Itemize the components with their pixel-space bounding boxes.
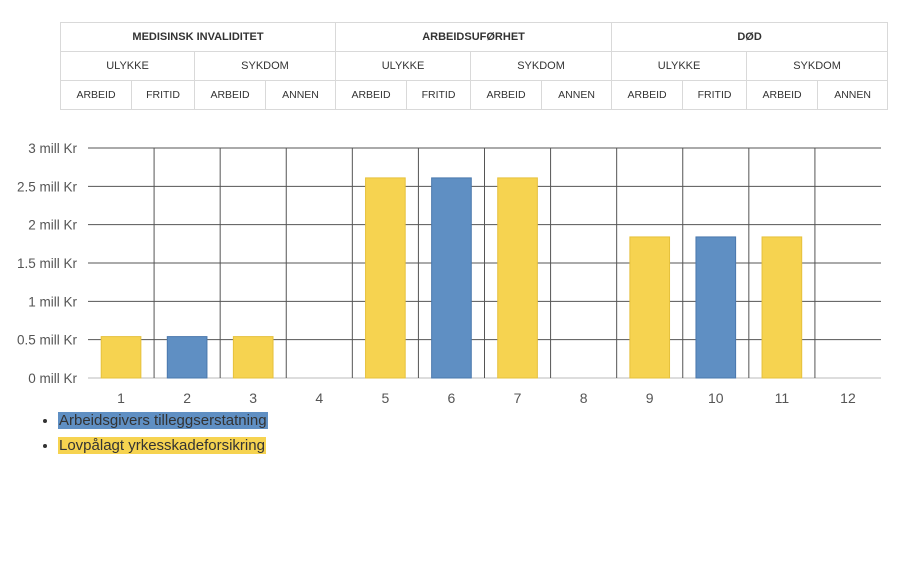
coverage-header-table: MEDISINSK INVALIDITET ARBEIDSUFØRHET DØD… — [59, 22, 889, 110]
x-tick-label: 4 — [315, 390, 323, 406]
header-ulykke: ULYKKE — [611, 51, 748, 81]
bar-chart: 0 mill Kr 0.5 mill Kr 1 mill Kr 1.5 mill Kr… — [17, 141, 881, 406]
y-tick-label: 1 mill Kr — [28, 294, 77, 309]
bar — [761, 236, 803, 379]
x-tick-label: 7 — [514, 390, 522, 406]
y-tick-label: 0.5 mill Kr — [17, 333, 78, 348]
bar — [497, 177, 538, 379]
bar — [431, 177, 472, 379]
header-fritid: FRITID — [131, 80, 195, 110]
y-tick-label: 0 mill Kr — [28, 371, 77, 386]
header-ulykke: ULYKKE — [60, 51, 195, 81]
bar — [166, 336, 208, 379]
header-annen: ANNEN — [541, 80, 613, 110]
chart-legend: Arbeidsgivers tilleggserstatning Lovpåla… — [36, 410, 268, 460]
header-arbeid: ARBEID — [194, 80, 266, 110]
x-tick-label: 10 — [708, 390, 724, 406]
y-tick-label: 1.5 mill Kr — [17, 256, 78, 271]
header-dod: DØD — [611, 22, 889, 52]
header-sykdom: SYKDOM — [193, 51, 337, 81]
header-arbeid: ARBEID — [746, 80, 819, 110]
header-annen: ANNEN — [264, 80, 337, 110]
x-tick-label: 12 — [840, 390, 856, 406]
bar — [232, 336, 274, 379]
header-fritid: FRITID — [406, 80, 472, 110]
header-arbeid: ARBEID — [470, 80, 543, 110]
x-tick-label: 8 — [580, 390, 588, 406]
bar — [100, 336, 142, 379]
x-tick-label: 5 — [381, 390, 389, 406]
y-tick-label: 2 mill Kr — [28, 218, 77, 233]
header-arbeid: ARBEID — [611, 80, 684, 110]
x-tick-label: 6 — [448, 390, 456, 406]
header-medisinsk-invaliditet: MEDISINSK INVALIDITET — [59, 22, 337, 52]
y-tick-label: 2.5 mill Kr — [17, 179, 78, 194]
legend-label-arbeidsgivers: Arbeidsgivers tilleggserstatning — [58, 412, 268, 429]
header-arbeidsuforhet: ARBEIDSUFØRHET — [335, 22, 613, 52]
bar — [629, 236, 671, 379]
bar — [365, 177, 406, 379]
header-sykdom: SYKDOM — [470, 51, 613, 81]
x-tick-label: 1 — [117, 390, 125, 406]
legend-item: Lovpålagt yrkesskadeforsikring — [58, 435, 268, 456]
x-tick-label: 2 — [183, 390, 191, 406]
bar — [695, 236, 737, 379]
legend-item: Arbeidsgivers tilleggserstatning — [58, 410, 268, 431]
x-tick-label: 11 — [775, 390, 790, 406]
header-sykdom: SYKDOM — [746, 51, 889, 81]
header-arbeid: ARBEID — [60, 80, 132, 110]
legend-label-lovpalagt: Lovpålagt yrkesskadeforsikring — [58, 437, 266, 454]
header-annen: ANNEN — [817, 80, 889, 110]
header-fritid: FRITID — [682, 80, 748, 110]
x-tick-label: 9 — [646, 390, 654, 406]
header-ulykke: ULYKKE — [335, 51, 472, 81]
x-tick-label: 3 — [249, 390, 257, 406]
y-tick-label: 3 mill Kr — [28, 141, 77, 156]
header-arbeid: ARBEID — [335, 80, 408, 110]
